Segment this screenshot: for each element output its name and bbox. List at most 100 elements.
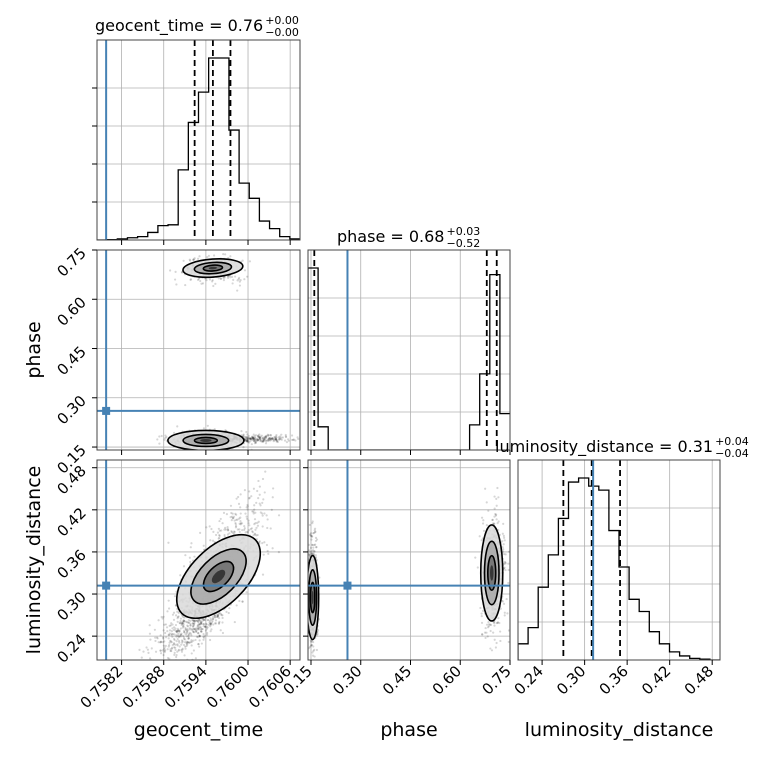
sample-point	[177, 629, 180, 632]
sample-point	[193, 619, 196, 623]
sample-point	[503, 539, 506, 542]
x-axis-label: phase	[380, 719, 437, 741]
sample-point	[206, 618, 209, 622]
sample-point	[262, 440, 265, 443]
sample-point	[159, 641, 162, 644]
sample-point	[183, 638, 187, 641]
sample-point	[168, 632, 171, 635]
sample-point	[179, 633, 182, 636]
sample-point	[496, 486, 499, 490]
sample-point	[255, 534, 258, 537]
sample-point	[222, 278, 226, 282]
sample-point	[196, 619, 199, 622]
sample-point	[180, 650, 184, 653]
sample-point	[251, 436, 254, 439]
sample-point	[183, 641, 187, 644]
sample-point	[171, 633, 175, 636]
sample-point	[196, 635, 200, 639]
sample-point	[507, 581, 510, 585]
sample-point	[159, 649, 162, 652]
sample-point	[250, 495, 253, 498]
histogram-step	[518, 477, 720, 660]
sample-point	[271, 437, 274, 440]
sample-point	[176, 617, 179, 620]
sample-point	[503, 560, 507, 564]
sample-point	[226, 529, 230, 532]
sample-point	[229, 504, 233, 507]
sample-point	[169, 649, 172, 653]
sample-point	[247, 440, 250, 443]
sample-point	[492, 522, 495, 525]
sample-point	[501, 546, 504, 549]
sample-point	[192, 258, 195, 261]
sample-point	[254, 511, 257, 514]
sample-point	[245, 515, 248, 518]
sample-point	[266, 518, 269, 521]
sample-point	[187, 637, 190, 640]
sample-point	[493, 621, 496, 625]
y-tick-label: 0.30	[53, 588, 89, 624]
sample-point	[138, 648, 141, 651]
sample-point	[170, 622, 173, 625]
sample-point	[238, 599, 241, 603]
sample-point	[226, 526, 229, 529]
sample-point	[246, 530, 249, 533]
sample-point	[190, 639, 193, 642]
sample-point	[232, 515, 236, 518]
sample-point	[232, 278, 235, 281]
sample-point	[253, 523, 256, 526]
sample-point	[176, 650, 179, 653]
sample-point	[280, 438, 283, 441]
sample-point	[255, 501, 258, 504]
sample-point	[502, 522, 505, 525]
sample-point	[280, 436, 283, 439]
sample-point	[171, 623, 174, 626]
sample-point	[261, 525, 264, 528]
sample-point	[199, 531, 202, 534]
sample-point	[229, 255, 232, 258]
sample-point	[244, 512, 247, 515]
sample-point	[251, 531, 254, 534]
sample-point	[202, 618, 205, 621]
sample-point	[256, 454, 258, 456]
sample-point	[195, 627, 198, 630]
sample-point	[495, 518, 498, 521]
sample-point	[205, 622, 208, 625]
sample-point	[180, 635, 183, 638]
sample-point	[311, 520, 314, 523]
x-tick-label: 0.36	[596, 662, 632, 698]
sample-point	[489, 623, 492, 626]
sample-point	[256, 439, 259, 442]
sample-point	[167, 599, 170, 602]
sample-point	[248, 524, 251, 527]
sample-point	[204, 618, 207, 622]
sample-point	[162, 615, 165, 618]
sample-point	[265, 435, 268, 438]
sample-point	[197, 623, 200, 626]
sample-point	[208, 525, 211, 528]
sample-point	[503, 611, 506, 614]
sample-point	[312, 532, 315, 535]
sample-point	[261, 440, 265, 443]
sample-point	[496, 522, 499, 525]
sample-point	[198, 635, 201, 638]
sample-point	[189, 619, 192, 622]
sample-point	[499, 630, 502, 633]
sample-point	[217, 527, 220, 530]
sample-point	[218, 534, 221, 537]
sample-point	[493, 515, 496, 518]
sample-point	[502, 548, 505, 551]
sample-point	[239, 279, 242, 282]
sample-point	[274, 438, 278, 441]
panel-frame	[96, 39, 301, 241]
sample-point	[257, 520, 260, 523]
sample-point	[202, 618, 205, 622]
sample-point	[164, 623, 168, 626]
sample-point	[252, 510, 255, 513]
sample-point	[232, 530, 236, 533]
sample-point	[218, 536, 221, 539]
sample-point	[245, 430, 248, 434]
sample-point	[259, 438, 262, 441]
sample-point	[169, 639, 172, 642]
sample-point	[155, 636, 159, 639]
